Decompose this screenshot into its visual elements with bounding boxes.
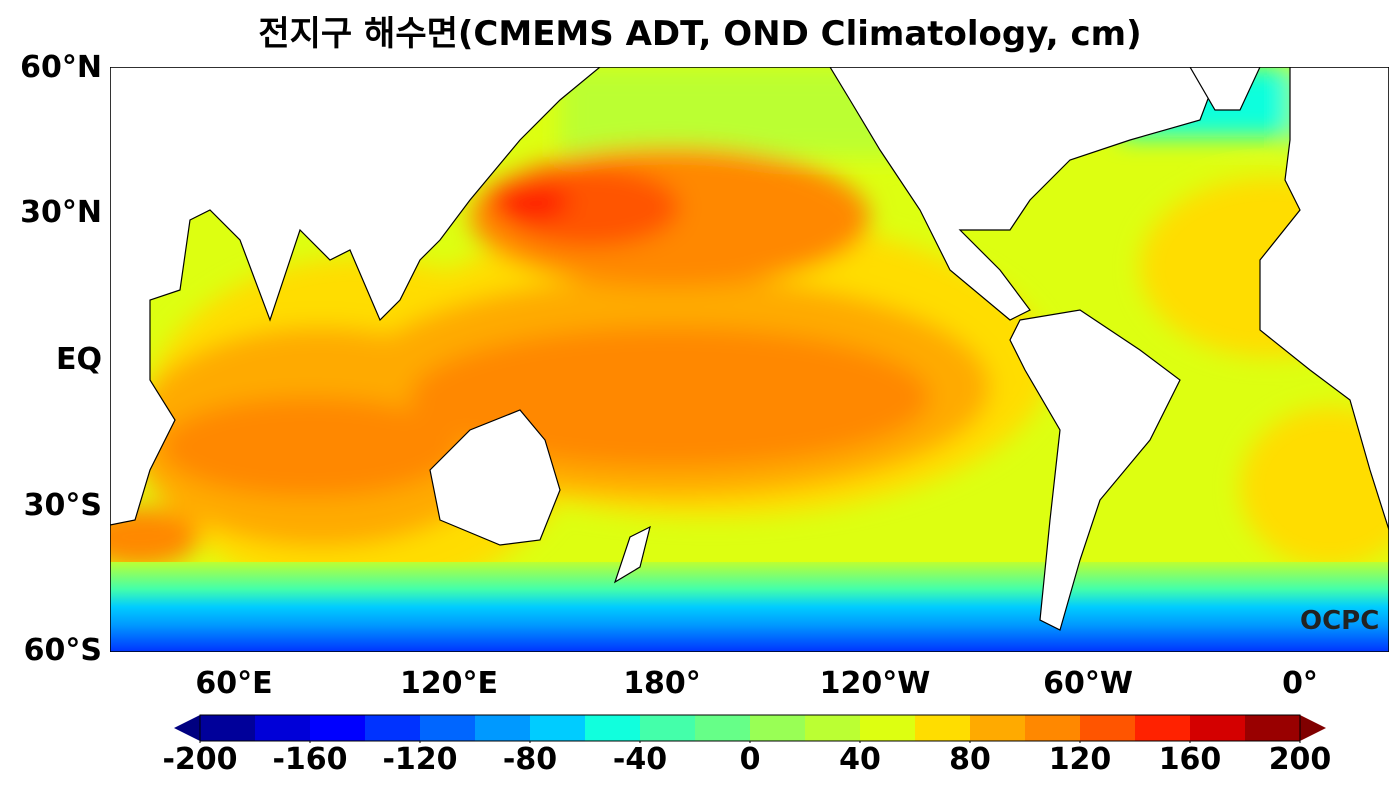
colorbar-bin xyxy=(530,715,586,741)
colorbar-bin xyxy=(310,715,366,741)
eurasia-africa xyxy=(110,67,601,526)
colorbar-bin xyxy=(585,715,641,741)
colorbar-tick-label: 0 xyxy=(739,742,761,777)
southern-ocean xyxy=(110,562,1389,652)
colorbar-bin xyxy=(640,715,696,741)
colorbar-bin xyxy=(255,715,311,741)
lon-label-60w: 60°W xyxy=(1043,666,1133,701)
colorbar-tick-label: 200 xyxy=(1268,742,1332,777)
colorbar-bin xyxy=(1025,715,1081,741)
colorbar-tick-label: -160 xyxy=(272,742,348,777)
colorbar-bin xyxy=(915,715,971,741)
lon-label-120w: 120°W xyxy=(819,666,931,701)
colorbar-bin xyxy=(365,715,421,741)
north-america xyxy=(829,67,1221,321)
australia xyxy=(429,409,561,546)
ocpc-watermark: OCPC xyxy=(1300,606,1380,636)
colorbar-bin xyxy=(1135,715,1191,741)
colorbar-bin xyxy=(475,715,531,741)
lon-label-60e: 60°E xyxy=(195,666,273,701)
colorbar-tick-label: -120 xyxy=(382,742,458,777)
colorbar-bin xyxy=(695,715,751,741)
colorbar-under-arrow xyxy=(174,715,200,741)
lat-label-60s: 60°S xyxy=(23,633,102,668)
colorbar-bin xyxy=(860,715,916,741)
colorbar-bin xyxy=(1245,715,1301,741)
colorbar-over-arrow xyxy=(1300,715,1326,741)
colorbar-tick-label: 80 xyxy=(949,742,991,777)
colorbar-bin xyxy=(970,715,1026,741)
south-america xyxy=(1009,309,1181,631)
colorbar-bin xyxy=(1190,715,1246,741)
colorbar-bin xyxy=(420,715,476,741)
colorbar-tick-label: -200 xyxy=(162,742,238,777)
lat-label-30n: 30°N xyxy=(20,195,102,230)
colorbar-tick-label: 160 xyxy=(1158,742,1222,777)
lat-label-30s: 30°S xyxy=(23,488,102,523)
colorbar-bin xyxy=(1080,715,1136,741)
colorbar-bin xyxy=(750,715,806,741)
lat-label-60n: 60°N xyxy=(20,50,102,85)
colorbar-tick-label: -40 xyxy=(612,742,668,777)
colorbar-tick-label: 120 xyxy=(1048,742,1112,777)
lon-label-0: 0° xyxy=(1282,666,1318,701)
greenland xyxy=(1189,67,1261,111)
europe-africa xyxy=(1259,67,1389,531)
new-zealand xyxy=(613,525,651,584)
land xyxy=(110,67,1389,631)
colorbar-bin xyxy=(805,715,861,741)
colorbar-tick-label: -80 xyxy=(502,742,558,777)
colorbar-tick-label: 40 xyxy=(839,742,881,777)
lat-label-eq: EQ xyxy=(56,342,102,377)
lon-label-120e: 120°E xyxy=(399,666,499,701)
lon-label-180: 180° xyxy=(623,666,701,701)
colorbar-bin xyxy=(200,715,256,741)
sea-level-map xyxy=(110,67,1389,652)
colorbar xyxy=(174,714,1326,743)
chart-title: 전지구 해수면(CMEMS ADT, OND Climatology, cm) xyxy=(258,14,1142,54)
